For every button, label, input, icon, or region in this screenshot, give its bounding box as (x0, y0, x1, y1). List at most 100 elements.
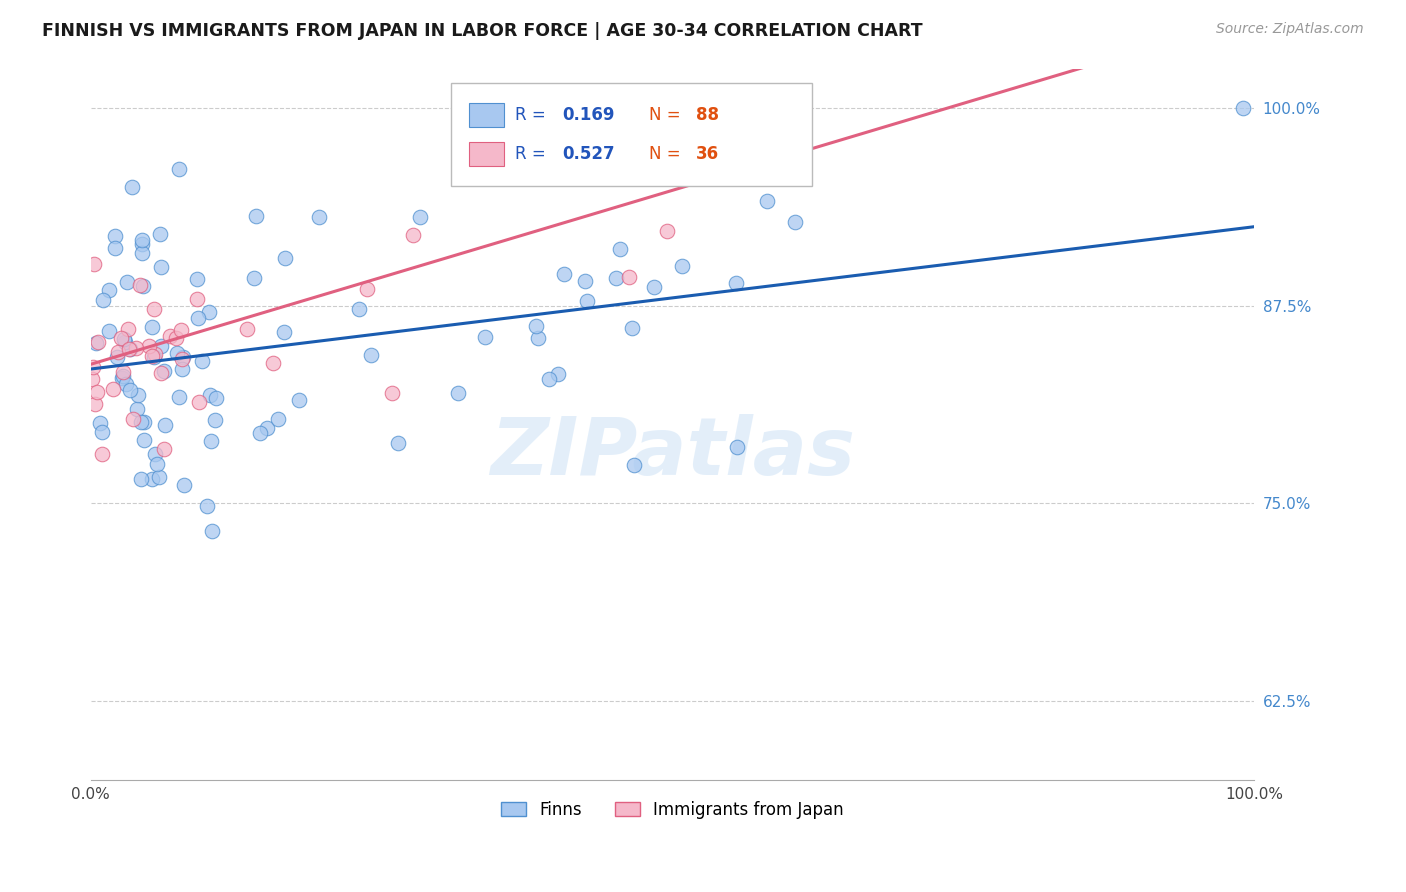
Point (474, 330, 496, 344)
Point (82, 371, 104, 385)
Point (112, 332, 135, 346)
Point (89, 416, 111, 430)
Text: ZIPatlas: ZIPatlas (489, 414, 855, 491)
Point (204, 391, 226, 405)
Point (131, 245, 153, 260)
Point (188, 395, 211, 409)
Text: 36: 36 (696, 145, 718, 163)
Text: Source: ZipAtlas.com: Source: ZipAtlas.com (1216, 22, 1364, 37)
Point (145, 447, 167, 461)
Point (256, 420, 278, 434)
Point (87, 334, 110, 349)
Point (553, 267, 575, 281)
Point (107, 350, 129, 364)
FancyBboxPatch shape (468, 142, 503, 166)
Point (187, 311, 209, 326)
Point (127, 388, 149, 402)
Point (165, 331, 187, 345)
Point (617, 270, 640, 285)
Point (117, 322, 139, 336)
Text: N =: N = (650, 106, 686, 124)
Point (655, 224, 678, 238)
Point (104, 241, 127, 255)
Point (195, 500, 218, 514)
Point (111, 371, 134, 385)
Point (783, 215, 806, 229)
Point (98, 283, 121, 297)
Point (360, 347, 382, 361)
Point (107, 344, 129, 359)
Point (143, 351, 166, 365)
Point (575, 293, 598, 308)
Point (146, 457, 169, 471)
Point (111, 365, 134, 379)
Text: 0.169: 0.169 (562, 106, 614, 124)
Point (756, 194, 779, 208)
Point (381, 385, 404, 400)
Point (148, 470, 170, 484)
Point (131, 237, 153, 252)
Point (150, 339, 173, 353)
Point (114, 334, 136, 349)
Point (129, 472, 152, 486)
Point (245, 209, 267, 223)
Point (198, 388, 221, 402)
Point (166, 346, 188, 360)
Point (574, 274, 596, 288)
Point (402, 227, 425, 242)
Text: 0.527: 0.527 (562, 145, 614, 163)
Text: 88: 88 (696, 106, 718, 124)
Point (273, 251, 295, 265)
Point (150, 260, 173, 274)
Point (132, 279, 155, 293)
Legend: Finns, Immigrants from Japan: Finns, Immigrants from Japan (494, 794, 851, 825)
Text: R =: R = (516, 145, 551, 163)
Point (141, 319, 163, 334)
Point (605, 271, 627, 285)
Point (620, 321, 643, 335)
Point (110, 331, 132, 345)
Point (170, 362, 193, 376)
Point (149, 227, 172, 241)
Point (97, 324, 120, 338)
Point (643, 280, 665, 294)
Point (132, 433, 155, 447)
Point (129, 415, 152, 429)
Point (387, 435, 409, 450)
Point (83, 257, 105, 271)
Point (235, 322, 257, 336)
Point (121, 180, 143, 194)
Point (118, 343, 141, 357)
Point (86, 384, 108, 399)
Point (623, 458, 645, 472)
Point (141, 349, 163, 363)
Point (198, 305, 221, 319)
Text: FINNISH VS IMMIGRANTS FROM JAPAN IN LABOR FORCE | AGE 30-34 CORRELATION CHART: FINNISH VS IMMIGRANTS FROM JAPAN IN LABO… (42, 22, 922, 40)
FancyBboxPatch shape (468, 103, 503, 127)
Point (186, 292, 208, 306)
Point (356, 282, 378, 296)
Point (172, 350, 194, 364)
Point (308, 210, 330, 224)
Point (288, 392, 311, 407)
Point (547, 367, 569, 381)
Point (170, 352, 193, 367)
Point (125, 341, 148, 355)
Point (115, 275, 138, 289)
Point (609, 243, 631, 257)
Point (118, 342, 141, 356)
Point (153, 442, 176, 457)
Point (524, 319, 547, 334)
Text: N =: N = (650, 145, 686, 163)
Point (447, 385, 470, 400)
Point (537, 372, 560, 386)
Point (111, 369, 134, 384)
Point (725, 440, 748, 454)
Point (619, 145, 641, 160)
Point (115, 377, 138, 392)
Point (526, 331, 548, 345)
Point (142, 301, 165, 316)
Point (155, 417, 177, 432)
FancyBboxPatch shape (451, 83, 813, 186)
Point (409, 210, 432, 224)
